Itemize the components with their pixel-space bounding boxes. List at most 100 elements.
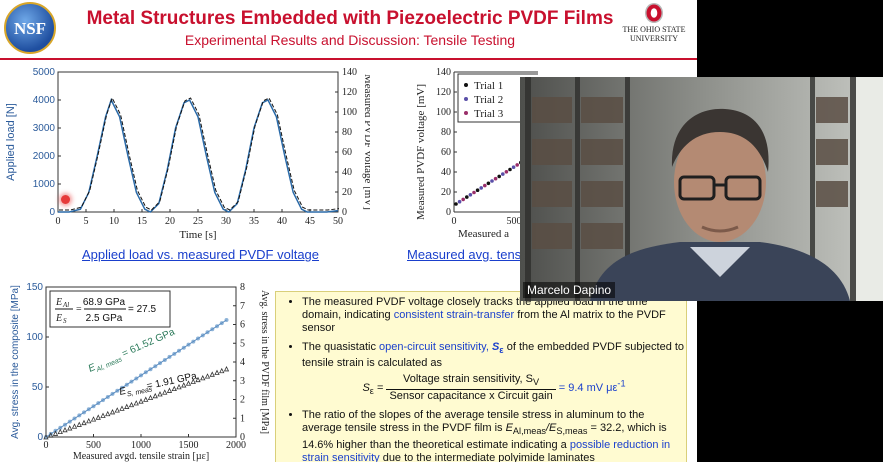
ohio-state-logo: THE OHIO STATE UNIVERSITY xyxy=(612,2,696,54)
data-point xyxy=(511,165,516,169)
y2-tick-label: 1 xyxy=(240,413,245,424)
s-data-point xyxy=(109,409,116,415)
data-point xyxy=(497,174,501,179)
y-tick-label: 60 xyxy=(441,147,451,158)
y-tick-label: 0 xyxy=(37,432,43,443)
y2-axis-label: Avg. stress in the PVDF film [MPa] xyxy=(259,290,270,434)
ohio-state-wordmark: THE OHIO STATE UNIVERSITY xyxy=(622,25,686,43)
caption-load-vs-voltage[interactable]: Applied load vs. measured PVDF voltage xyxy=(82,247,320,262)
nsf-logo: NSF xyxy=(4,2,56,54)
caption-measured-tensile[interactable]: Measured avg. tens xyxy=(407,247,522,262)
webcam-feed-image xyxy=(520,77,883,301)
y-tick-label: 0 xyxy=(49,207,55,218)
y2-tick-label: 40 xyxy=(342,167,352,178)
stress-strain-chart: 0 500 1000 1500 2000050100150012345678Measur… xyxy=(10,282,270,462)
x-tick-label: 30 xyxy=(221,216,231,227)
s-data-point xyxy=(114,407,120,413)
s-data-point xyxy=(128,401,135,408)
y-axis-label: Avg. stress in the composite [MPa] xyxy=(10,285,21,439)
data-point xyxy=(468,193,473,197)
s-data-point xyxy=(185,380,192,386)
s-data-point xyxy=(143,396,149,402)
x-tick-label: 45 xyxy=(305,216,315,227)
y2-tick-label: 0 xyxy=(342,207,347,218)
y-tick-label: 50 xyxy=(32,382,44,393)
ratio-den-sub: S xyxy=(63,317,67,325)
s-data-point xyxy=(71,423,78,429)
s-data-point xyxy=(62,426,68,433)
y2-tick-label: 2 xyxy=(240,395,245,406)
data-point xyxy=(486,181,491,186)
s-data-point xyxy=(48,432,54,438)
y2-tick-label: 0 xyxy=(240,432,245,443)
data-point xyxy=(483,183,487,188)
y2-tick-label: 8 xyxy=(240,282,245,293)
s-data-point xyxy=(76,421,82,427)
y-tick-label: 150 xyxy=(26,282,43,293)
s-data-point xyxy=(223,366,230,372)
ratio-den-symbol: E xyxy=(55,313,62,324)
y2-tick-label: 60 xyxy=(342,147,352,158)
s-data-point xyxy=(119,405,125,411)
al-slope-label: EAl, meas= 61.52 GPa xyxy=(87,327,177,375)
webcam-video-tile[interactable]: Marcelo Dapino xyxy=(520,77,883,301)
ratio-eq-sign: = xyxy=(76,304,82,315)
ohio-state-o-icon xyxy=(645,3,663,23)
y-tick-label: 5000 xyxy=(33,67,56,78)
sensitivity-equation: Sε = Voltage strain sensitivity, SV Sens… xyxy=(362,373,626,403)
y2-tick-label: 20 xyxy=(342,187,352,198)
x-tick-label: 20 xyxy=(165,216,175,227)
x-tick-label: 35 xyxy=(249,216,259,227)
y-tick-label: 100 xyxy=(436,107,451,118)
s-data-point xyxy=(67,425,73,431)
s-data-point xyxy=(195,376,201,383)
s-data-point xyxy=(171,385,177,392)
ratio-num-sub: Al xyxy=(62,301,69,309)
legend-entry: Trial 2 xyxy=(474,94,503,106)
s-data-point xyxy=(138,398,144,404)
nsf-logo-text: NSF xyxy=(13,19,47,38)
x-axis-label: Time [s] xyxy=(179,229,216,241)
discussion-text-box: The measured PVDF voltage closely tracks… xyxy=(275,291,687,462)
s-data-point xyxy=(57,428,63,435)
al-slope-symbol: E xyxy=(87,362,98,375)
legend-marker xyxy=(464,97,468,101)
title-divider xyxy=(0,58,697,60)
s-data-point xyxy=(100,412,106,418)
y2-tick-label: 80 xyxy=(342,127,352,138)
x-tick-label: 40 xyxy=(277,216,287,227)
data-point xyxy=(493,176,498,181)
y-tick-label: 100 xyxy=(26,332,43,343)
s-data-point xyxy=(105,410,111,417)
y-tick-label: 40 xyxy=(441,167,451,178)
s-data-point xyxy=(209,371,215,377)
s-slope-symbol: E xyxy=(118,386,127,398)
data-point xyxy=(501,172,505,176)
s-data-point xyxy=(81,419,87,426)
x-tick-label: 5 xyxy=(84,216,89,227)
data-point xyxy=(457,199,462,204)
x-axis-label: Measured avgd. tensile strain [µε] xyxy=(73,451,209,462)
data-point xyxy=(475,188,480,192)
s-data-point xyxy=(157,391,163,397)
ratio-result: = 27.5 xyxy=(128,304,157,315)
y2-tick-label: 4 xyxy=(240,357,245,368)
legend-entry: Trial 3 xyxy=(474,108,504,120)
y-axis-label: Measured PVDF voltage [mV] xyxy=(415,84,427,220)
x-tick-label: 500 xyxy=(507,216,522,227)
s-data-point xyxy=(204,373,211,379)
s-slope-value: = 1.91 GPa xyxy=(146,371,198,392)
s-data-point xyxy=(214,369,220,375)
participant-name-label: Marcelo Dapino xyxy=(523,282,616,298)
ratio-denominator: 2.5 GPa xyxy=(86,313,123,324)
y2-tick-label: 100 xyxy=(342,107,357,118)
y2-tick-label: 7 xyxy=(240,301,245,312)
s-data-point xyxy=(176,383,182,390)
x-tick-label: 25 xyxy=(193,216,203,227)
legend-marker xyxy=(464,83,468,87)
s-data-point xyxy=(86,417,92,424)
x-tick-label: 1000 xyxy=(131,440,151,451)
s-data-point xyxy=(152,392,158,399)
x-tick-label: 0 xyxy=(44,440,49,451)
